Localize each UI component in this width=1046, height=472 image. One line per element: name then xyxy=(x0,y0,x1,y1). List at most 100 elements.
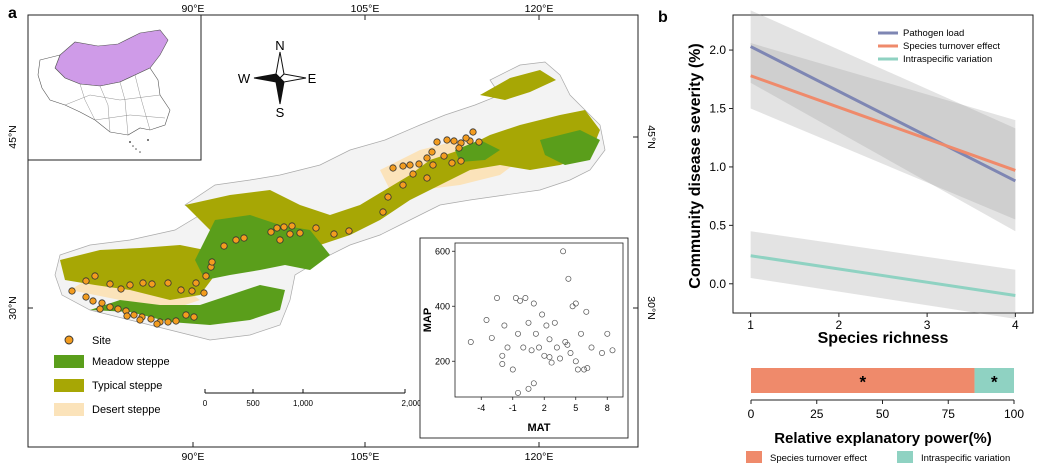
site-marker xyxy=(379,208,387,216)
site-marker xyxy=(330,230,338,238)
lat-tick-45-left: 45°N xyxy=(7,125,19,148)
line-chart-legend: Pathogen load Species turnover effect In… xyxy=(878,28,1000,65)
climate-point xyxy=(528,347,535,354)
steppe-map xyxy=(54,61,606,341)
site-marker xyxy=(406,161,414,169)
climate-point xyxy=(483,317,490,323)
y-tick-label: 0.5 xyxy=(709,218,726,232)
site-marker xyxy=(96,305,104,313)
scale-bar: 0 500 1,000 2,000 km xyxy=(203,389,435,408)
regression-lines xyxy=(749,45,1017,297)
climate-point xyxy=(532,330,539,337)
line-pathogen-load xyxy=(749,45,1017,183)
site-marker xyxy=(455,144,463,152)
line-chart-x-ticks: 1 2 3 4 xyxy=(747,313,1019,332)
site-marker xyxy=(164,279,172,287)
line-species-turnover-effect xyxy=(750,74,1016,172)
climate-point xyxy=(599,350,605,356)
legend-typical-swatch xyxy=(54,379,84,392)
climate-scatter-inset: -4 -1 2 5 8 200 400 600 MAT MAP xyxy=(419,237,629,439)
climate-point xyxy=(546,354,553,361)
climate-point xyxy=(501,322,508,329)
compass-rose: N S W E xyxy=(238,38,317,120)
climate-x-tick-label: 8 xyxy=(605,403,610,413)
site-marker xyxy=(117,285,125,293)
site-marker xyxy=(475,138,483,146)
climate-point xyxy=(604,330,611,337)
significance-mark: * xyxy=(859,373,866,392)
climate-point xyxy=(536,344,542,351)
climate-point xyxy=(567,350,574,356)
site-marker xyxy=(190,313,198,321)
lat-tick-30-right: 30°N xyxy=(645,296,657,319)
compass-n: N xyxy=(275,38,284,53)
legend-site-label: Site xyxy=(92,335,111,347)
bar-segment-intraspecific-variation xyxy=(974,368,1014,393)
site-marker xyxy=(448,159,456,167)
climate-point xyxy=(553,344,560,351)
climate-point xyxy=(583,308,590,315)
site-marker xyxy=(312,224,320,232)
site-marker xyxy=(192,279,200,287)
map-legend: Site Meadow steppe Typical steppe Desert… xyxy=(54,335,170,416)
meadow-steppe-area-east xyxy=(540,130,600,165)
climate-point xyxy=(551,319,558,326)
climate-xlabel: MAT xyxy=(527,422,550,434)
legend-typical-label: Typical steppe xyxy=(92,380,162,392)
site-marker xyxy=(114,305,122,313)
ci-band-pathogen-load xyxy=(750,10,1016,232)
scale-tick-1000: 1,000 xyxy=(293,399,314,408)
climate-point xyxy=(517,297,524,304)
site-marker xyxy=(286,230,294,238)
scale-tick-0: 0 xyxy=(203,399,208,408)
legend-pathogen-label: Pathogen load xyxy=(903,28,964,39)
climate-point xyxy=(525,319,532,326)
site-marker xyxy=(409,170,417,178)
legend-intraspecific-label: Intraspecific variation xyxy=(903,54,992,65)
bar-legend: Species turnover effect Intraspecific va… xyxy=(746,451,1010,464)
scale-tick-500: 500 xyxy=(246,399,260,408)
bar-x-tick-label: 50 xyxy=(876,407,890,421)
site-marker xyxy=(182,311,190,319)
climate-x-tick-label: -1 xyxy=(509,403,517,413)
climate-point xyxy=(565,275,572,282)
climate-point xyxy=(525,385,532,392)
line-intraspecific-variation xyxy=(750,254,1016,297)
site-marker xyxy=(267,228,275,236)
x-tick-label: 2 xyxy=(836,318,843,332)
compass-w: W xyxy=(238,71,251,86)
climate-y-tick-label: 600 xyxy=(435,246,450,256)
bar-xlabel: Relative explanatory power(%) xyxy=(774,430,992,447)
site-marker xyxy=(240,234,248,242)
site-marker xyxy=(106,280,114,288)
bar-legend-intraspecific-swatch xyxy=(897,451,913,463)
scale-tick-2000: 2,000 km xyxy=(402,399,435,408)
site-marker xyxy=(153,320,161,328)
site-marker xyxy=(202,272,210,280)
site-marker xyxy=(220,242,228,250)
site-marker xyxy=(457,157,465,165)
legend-meadow-label: Meadow steppe xyxy=(92,356,170,368)
site-marker xyxy=(429,161,437,169)
site-marker xyxy=(296,229,304,237)
lon-tick-105-top: 105°E xyxy=(351,3,380,15)
lat-tick-45-right: 45°N xyxy=(645,125,657,148)
site-marker xyxy=(126,281,134,289)
climate-point xyxy=(539,311,546,318)
compass-e: E xyxy=(308,71,317,86)
bar-legend-turnover-label: Species turnover effect xyxy=(770,453,867,464)
site-marker xyxy=(462,134,470,142)
climate-x-tick-label: 2 xyxy=(542,403,547,413)
legend-meadow-swatch xyxy=(54,355,84,368)
site-marker xyxy=(208,258,216,266)
bar-legend-intraspecific-label: Intraspecific variation xyxy=(921,453,1010,464)
explanatory-power-bar: * * xyxy=(751,368,1014,393)
climate-point xyxy=(488,334,495,341)
x-tick-label: 3 xyxy=(924,318,931,332)
x-tick-label: 1 xyxy=(747,318,754,332)
line-chart-y-ticks: 0.0 0.5 1.0 1.5 2.0 xyxy=(709,43,733,291)
climate-point xyxy=(520,344,527,351)
climate-point xyxy=(588,344,595,351)
climate-point xyxy=(572,358,579,365)
